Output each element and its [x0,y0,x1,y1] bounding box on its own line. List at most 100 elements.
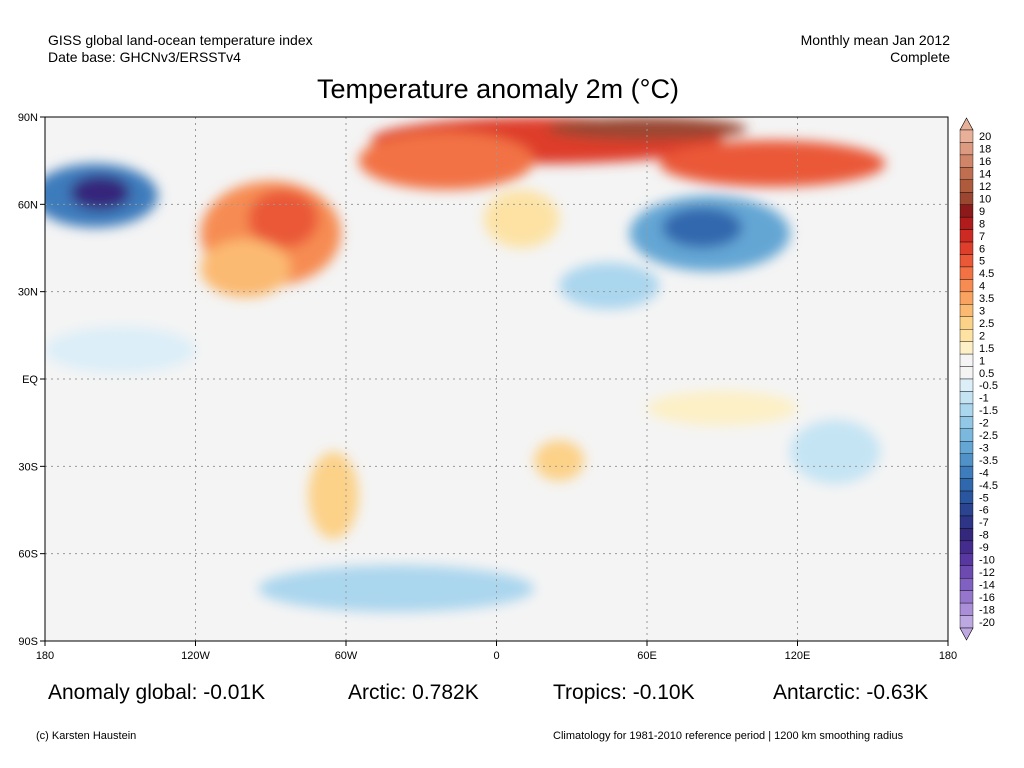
colorbar-label: -20 [979,617,995,629]
region-pacific-cool [45,326,196,374]
colorbar-label: -18 [979,604,995,616]
status-label: Complete [890,49,950,65]
lon-label: 0 [493,650,499,662]
header-left: GISS global land-ocean temperature index… [48,32,313,66]
colorbar-swatch [959,590,974,604]
colorbar-label: -9 [979,542,989,554]
tropics-anomaly: Tropics: -0.10K [553,681,695,704]
region-us-warm [200,239,291,298]
colorbar-swatch [959,578,974,591]
colorbar-swatch [959,615,974,629]
colorbar-swatch [959,465,974,479]
colorbar-label: -6 [979,505,989,517]
lat-label: 30N [18,287,38,299]
colorbar-swatch [959,515,974,529]
colorbar-label: -10 [979,555,995,567]
colorbar-swatch [959,329,974,342]
region-mideast-cool [559,262,660,310]
colorbar-swatch [959,441,974,454]
colorbar-label: -12 [979,567,995,579]
colorbar-label: 3.5 [979,293,994,305]
region-canada-warm-core [248,189,319,248]
colorbar-label: 4 [979,281,985,293]
credit: (c) Karsten Haustein [36,730,137,742]
region-australia-cool [789,419,881,484]
colorbar-swatch [959,391,974,405]
lat-label: 30S [18,461,38,473]
region-arctic-hot-core [546,117,748,141]
colorbar-swatch [959,528,974,542]
colorbar-swatch [959,503,974,517]
colorbar-label: 16 [979,156,991,168]
colorbar-swatch [959,565,974,579]
colorbar-swatch [959,453,974,467]
colorbar-swatch [959,540,974,554]
lat-label: 60S [18,549,38,561]
colorbar-swatch [959,254,974,268]
colorbar-label: 2.5 [979,318,994,330]
colorbar-swatch [959,553,974,566]
colorbar-swatch [959,490,974,504]
data-base: Date base: GHCNv3/ERSSTv4 [48,49,241,65]
colorbar-swatch [959,154,974,168]
colorbar-swatch [959,229,974,243]
colorbar-swatch [959,129,974,143]
colorbar-swatch [959,403,974,417]
colorbar-label: -8 [979,530,989,542]
colorbar-label: 20 [979,131,991,143]
colorbar-label: -3.5 [979,455,998,467]
lat-label: 60N [18,199,38,211]
colorbar-label: 0.5 [979,368,994,380]
colorbar-label: 18 [979,144,991,156]
colorbar-swatch [959,192,974,205]
colorbar-label: 7 [979,231,985,243]
colorbar-label: 14 [979,169,991,181]
header-right: Monthly mean Jan 2012 Complete [801,32,950,66]
colorbar-label: 1 [979,355,985,367]
climatology-note: Climatology for 1981-2010 reference peri… [553,730,904,742]
colorbar-label: 6 [979,243,985,255]
colorbar-label: 12 [979,181,991,193]
colorbar-swatch [959,353,974,367]
colorbar-label: -14 [979,579,995,591]
region-russia-arctic-warm [659,140,886,187]
dataset-name: GISS global land-ocean temperature index [48,32,313,48]
colorbar-label: -5 [979,492,989,504]
colorbar-swatch [959,316,974,330]
colorbar-swatch [959,241,974,255]
lon-label: 180 [939,650,957,662]
colorbar-label: -16 [979,592,995,604]
region-europe-warm [483,189,560,248]
region-siberia-cold-core [662,207,743,248]
colorbar-max-arrow [959,117,974,131]
lon-label: 60W [335,650,358,662]
colorbar-label: 10 [979,193,991,205]
colorbar-label: -2 [979,418,989,430]
colorbar-swatch [959,341,974,355]
lat-label: EQ [22,374,38,386]
region-south-africa-warm [534,440,585,481]
lon-label: 120W [181,650,210,662]
colorbar-label: -0.5 [979,380,998,392]
colorbar-label: 2 [979,330,985,342]
colorbar-label: -2.5 [979,430,998,442]
colorbar-swatch [959,204,974,218]
colorbar-label: -3 [979,442,989,454]
colorbar-swatch [959,167,974,181]
colorbar-label: 5 [979,256,985,268]
colorbar-label: -1.5 [979,405,998,417]
map-title: Temperature anomaly 2m (°C) [317,74,679,104]
colorbar-label: 4.5 [979,268,994,280]
colorbar-swatch [959,179,974,193]
colorbar-label: 1.5 [979,343,994,355]
region-south-america-warm [308,451,359,540]
period-label: Monthly mean Jan 2012 [800,32,950,48]
colorbar-swatch [959,291,974,305]
global-anomaly: Anomaly global: -0.01K [48,681,266,704]
region-alaska-cold-core [70,175,131,211]
region-greenland-warm [358,131,535,190]
colorbar-swatch [959,378,974,392]
colorbar-label: -1 [979,393,989,405]
lon-label: 60E [637,650,657,662]
